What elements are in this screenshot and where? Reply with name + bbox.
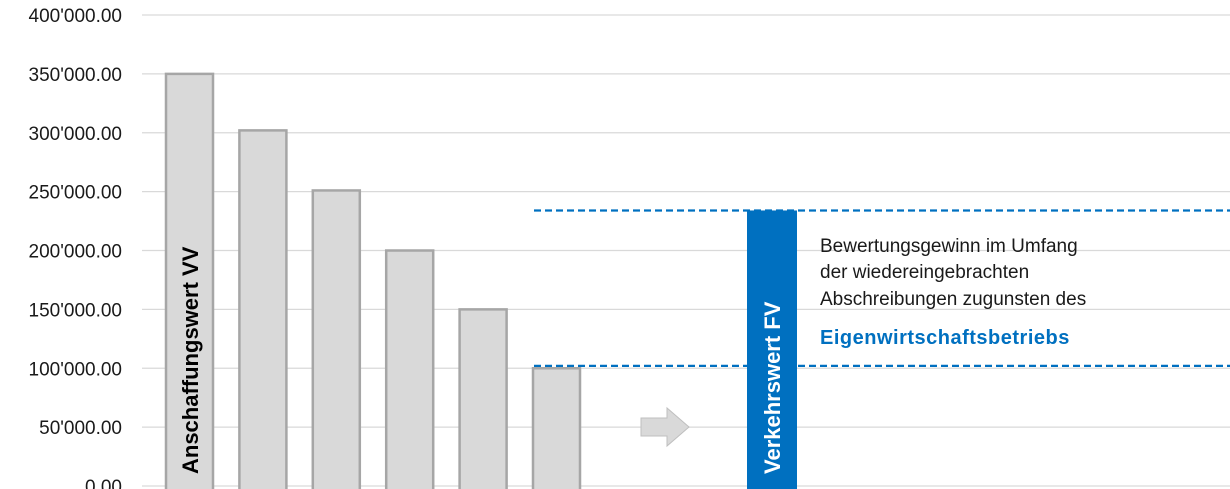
- y-tick-label: 150'000.00: [29, 300, 122, 321]
- fair-value-label: Verkehrswert FV: [760, 301, 785, 474]
- annotation-line-1: Bewertungsgewinn im Umfang: [820, 236, 1078, 257]
- bar: [458, 308, 508, 489]
- y-tick-label: 50'000.00: [39, 418, 122, 439]
- y-tick-label: 300'000.00: [29, 124, 122, 145]
- bar: [311, 189, 362, 489]
- fair-value-bar: [747, 210, 797, 489]
- bars: [164, 72, 582, 489]
- reference-lines: [534, 209, 1230, 367]
- annotation-line-3: Abschreibungen zugunsten des: [820, 289, 1086, 310]
- fair-value-rect: [747, 210, 797, 489]
- bar: [238, 129, 288, 489]
- y-tick-label: 100'000.00: [29, 359, 122, 380]
- annotation: Bewertungsgewinn im Umfang der wiederein…: [820, 236, 1086, 349]
- right-arrow-icon: [640, 406, 690, 448]
- bar: [384, 249, 435, 489]
- y-tick-label: 200'000.00: [29, 242, 122, 263]
- bar: [531, 367, 582, 489]
- y-tick-label: 400'000.00: [29, 6, 122, 27]
- y-tick-label: 0.00: [85, 477, 122, 489]
- annotation-line-2: der wiedereingebrachten: [820, 262, 1029, 283]
- y-axis-ticks: 0.00 50'000.00 100'000.00 150'000.00 200'000…: [29, 6, 122, 489]
- bar: [164, 72, 215, 489]
- y-tick-label: 350'000.00: [29, 65, 122, 86]
- y-tick-label: 250'000.00: [29, 183, 122, 204]
- annotation-emphasis: Eigenwirtschaftsbetriebs: [820, 327, 1070, 349]
- bar-label-anschaffungswert: Anschaffungswert VV: [178, 246, 203, 474]
